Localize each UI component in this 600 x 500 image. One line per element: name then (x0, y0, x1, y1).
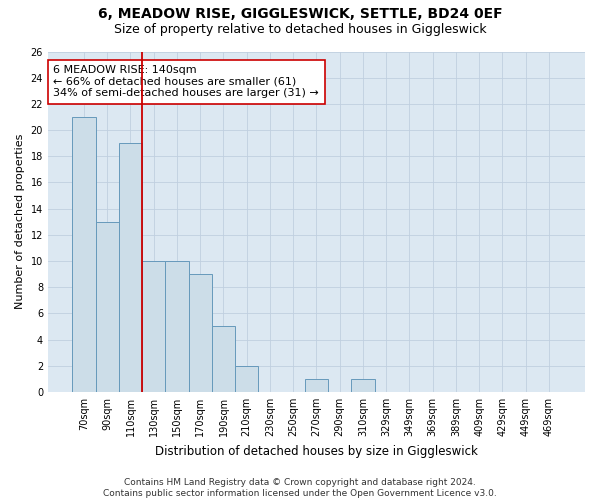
Y-axis label: Number of detached properties: Number of detached properties (15, 134, 25, 310)
Bar (166, 261, 188, 392)
Bar (188, 274, 212, 392)
Bar (235, 366, 259, 392)
Bar (73, 117, 95, 392)
X-axis label: Distribution of detached houses by size in Giggleswick: Distribution of detached houses by size … (155, 444, 478, 458)
Text: 6 MEADOW RISE: 140sqm
← 66% of detached houses are smaller (61)
34% of semi-deta: 6 MEADOW RISE: 140sqm ← 66% of detached … (53, 65, 319, 98)
Text: 6, MEADOW RISE, GIGGLESWICK, SETTLE, BD24 0EF: 6, MEADOW RISE, GIGGLESWICK, SETTLE, BD2… (98, 8, 502, 22)
Text: Size of property relative to detached houses in Giggleswick: Size of property relative to detached ho… (113, 22, 487, 36)
Bar (305, 379, 328, 392)
Bar (95, 222, 119, 392)
Bar (352, 379, 374, 392)
Bar (212, 326, 235, 392)
Bar (142, 261, 166, 392)
Text: Contains HM Land Registry data © Crown copyright and database right 2024.
Contai: Contains HM Land Registry data © Crown c… (103, 478, 497, 498)
Bar (119, 143, 142, 392)
